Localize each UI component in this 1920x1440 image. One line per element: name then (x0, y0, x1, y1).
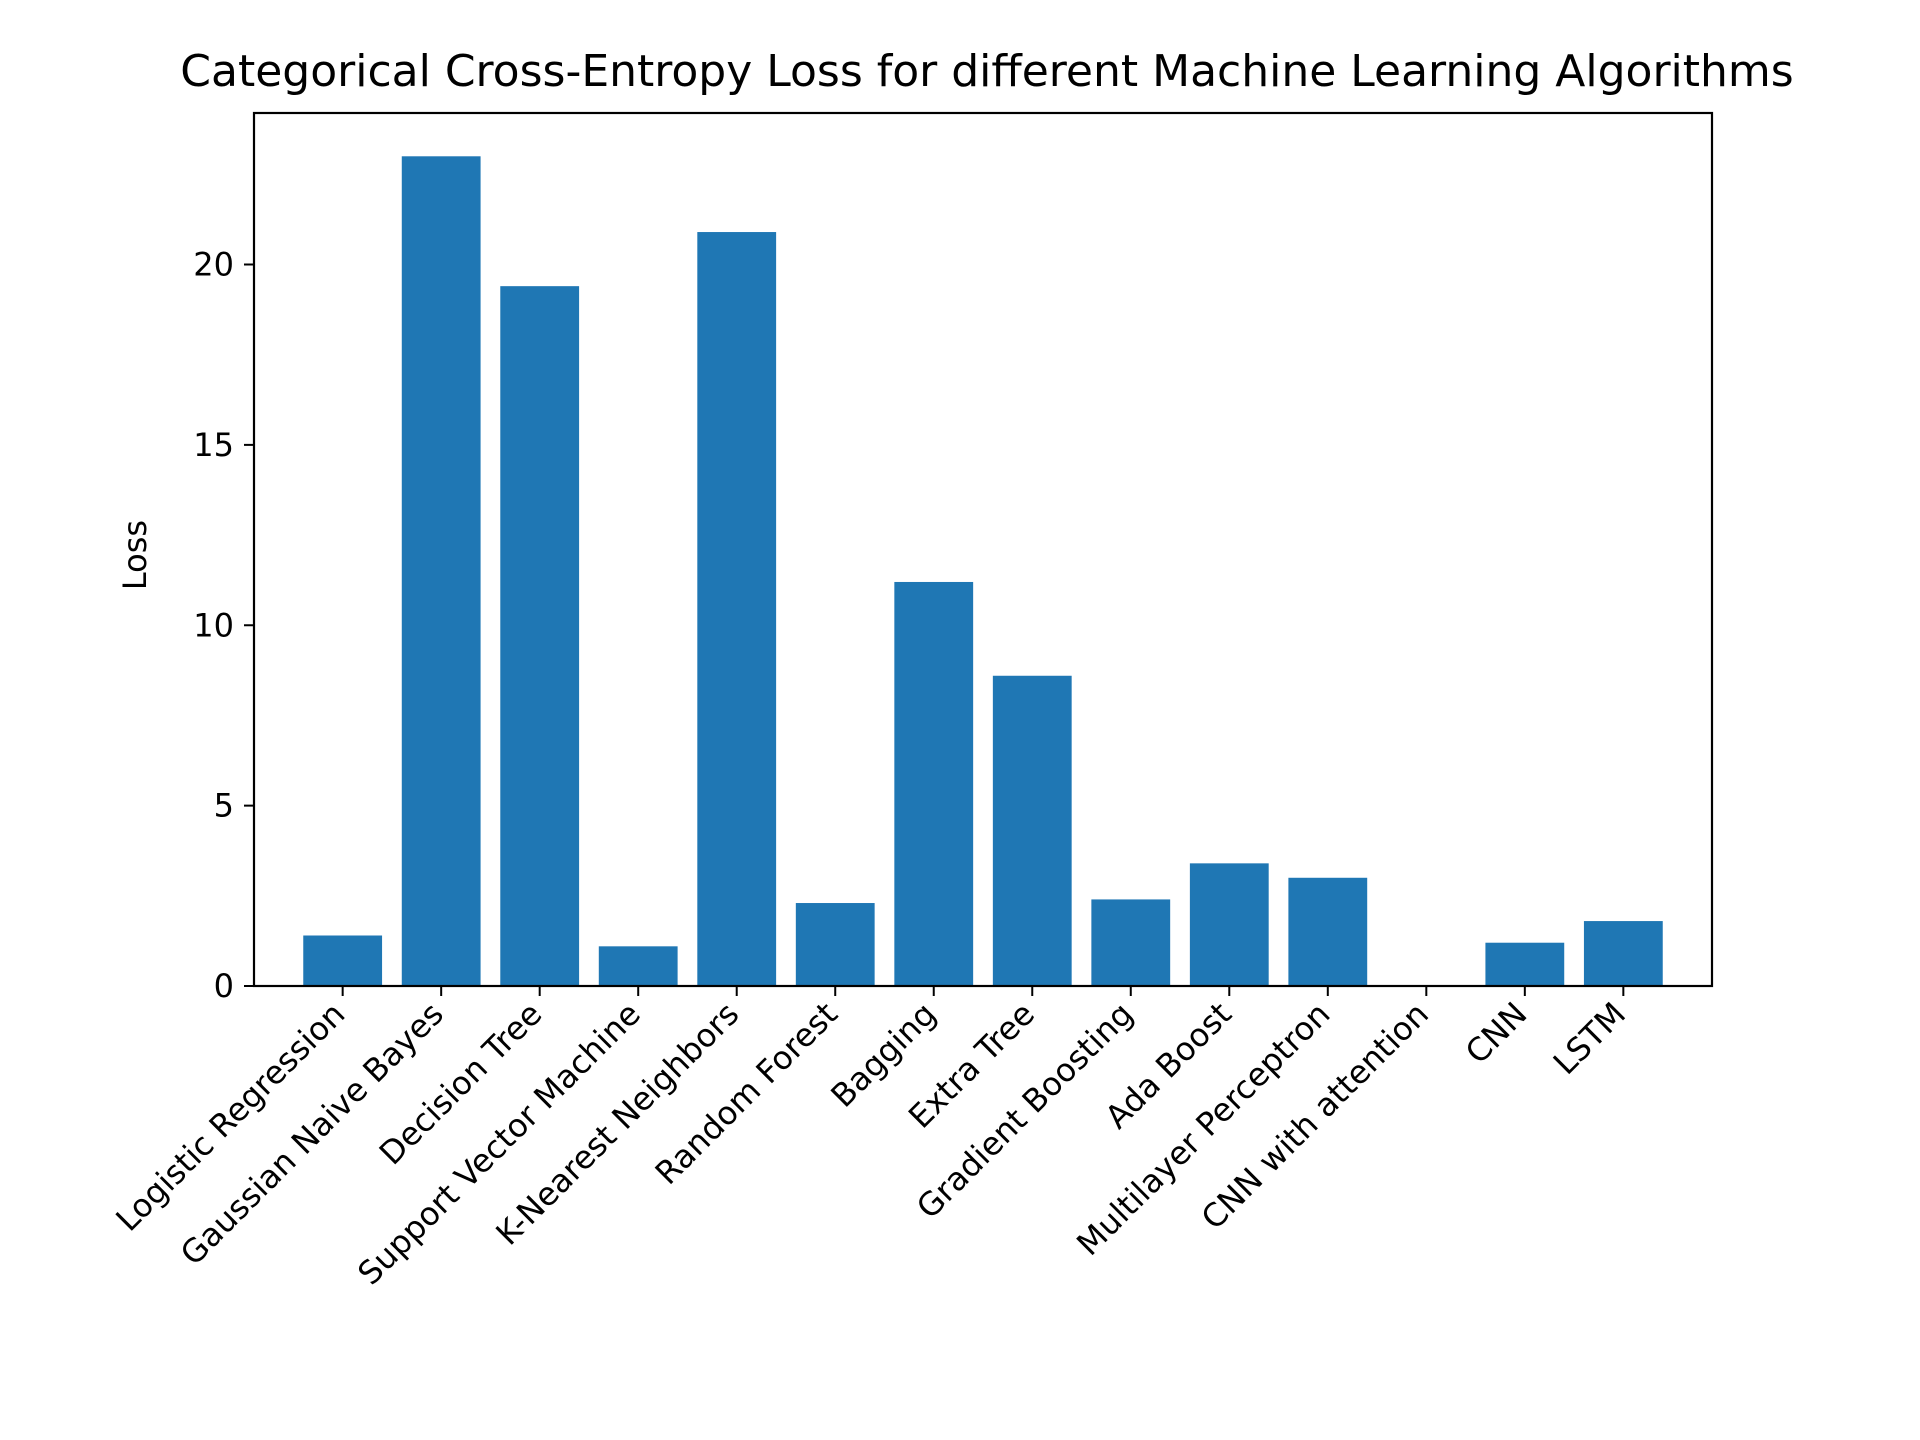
bar-multilayer-perceptron (1288, 877, 1368, 986)
bar-random-forest (795, 903, 875, 986)
bar-gradient-boosting (1091, 899, 1171, 986)
bar-decision-tree (500, 286, 580, 987)
chart-title: Categorical Cross-Entropy Loss for diffe… (180, 46, 1793, 97)
bar-ada-boost (1189, 863, 1269, 986)
bar-lstm (1583, 921, 1663, 986)
y-axis-label: Loss (116, 520, 154, 590)
y-axis-ticks: 0 5 10 15 20 (193, 246, 254, 1005)
y-tick-label: 20 (193, 246, 234, 284)
y-tick-label: 15 (193, 426, 234, 464)
bar-k-nearest-neighbors (697, 232, 777, 986)
y-tick-label: 0 (214, 967, 234, 1005)
x-tick-label-cnn: CNN (1458, 995, 1535, 1072)
bar-bagging (894, 581, 974, 986)
bar-logistic-regression (303, 935, 383, 986)
bar-cnn (1485, 942, 1565, 986)
bar-gaussian-naive-bayes (401, 156, 481, 987)
y-tick-label: 5 (214, 787, 234, 825)
plot-frame (252, 111, 1714, 988)
x-tick-label-random-forest: Random Forest (648, 995, 845, 1192)
bars-group (303, 156, 1663, 987)
bar-extra-tree (992, 675, 1072, 986)
bar-support-vector-machine (598, 946, 678, 986)
x-tick-label-lstm: LSTM (1546, 995, 1633, 1082)
y-tick-label: 10 (193, 606, 234, 644)
